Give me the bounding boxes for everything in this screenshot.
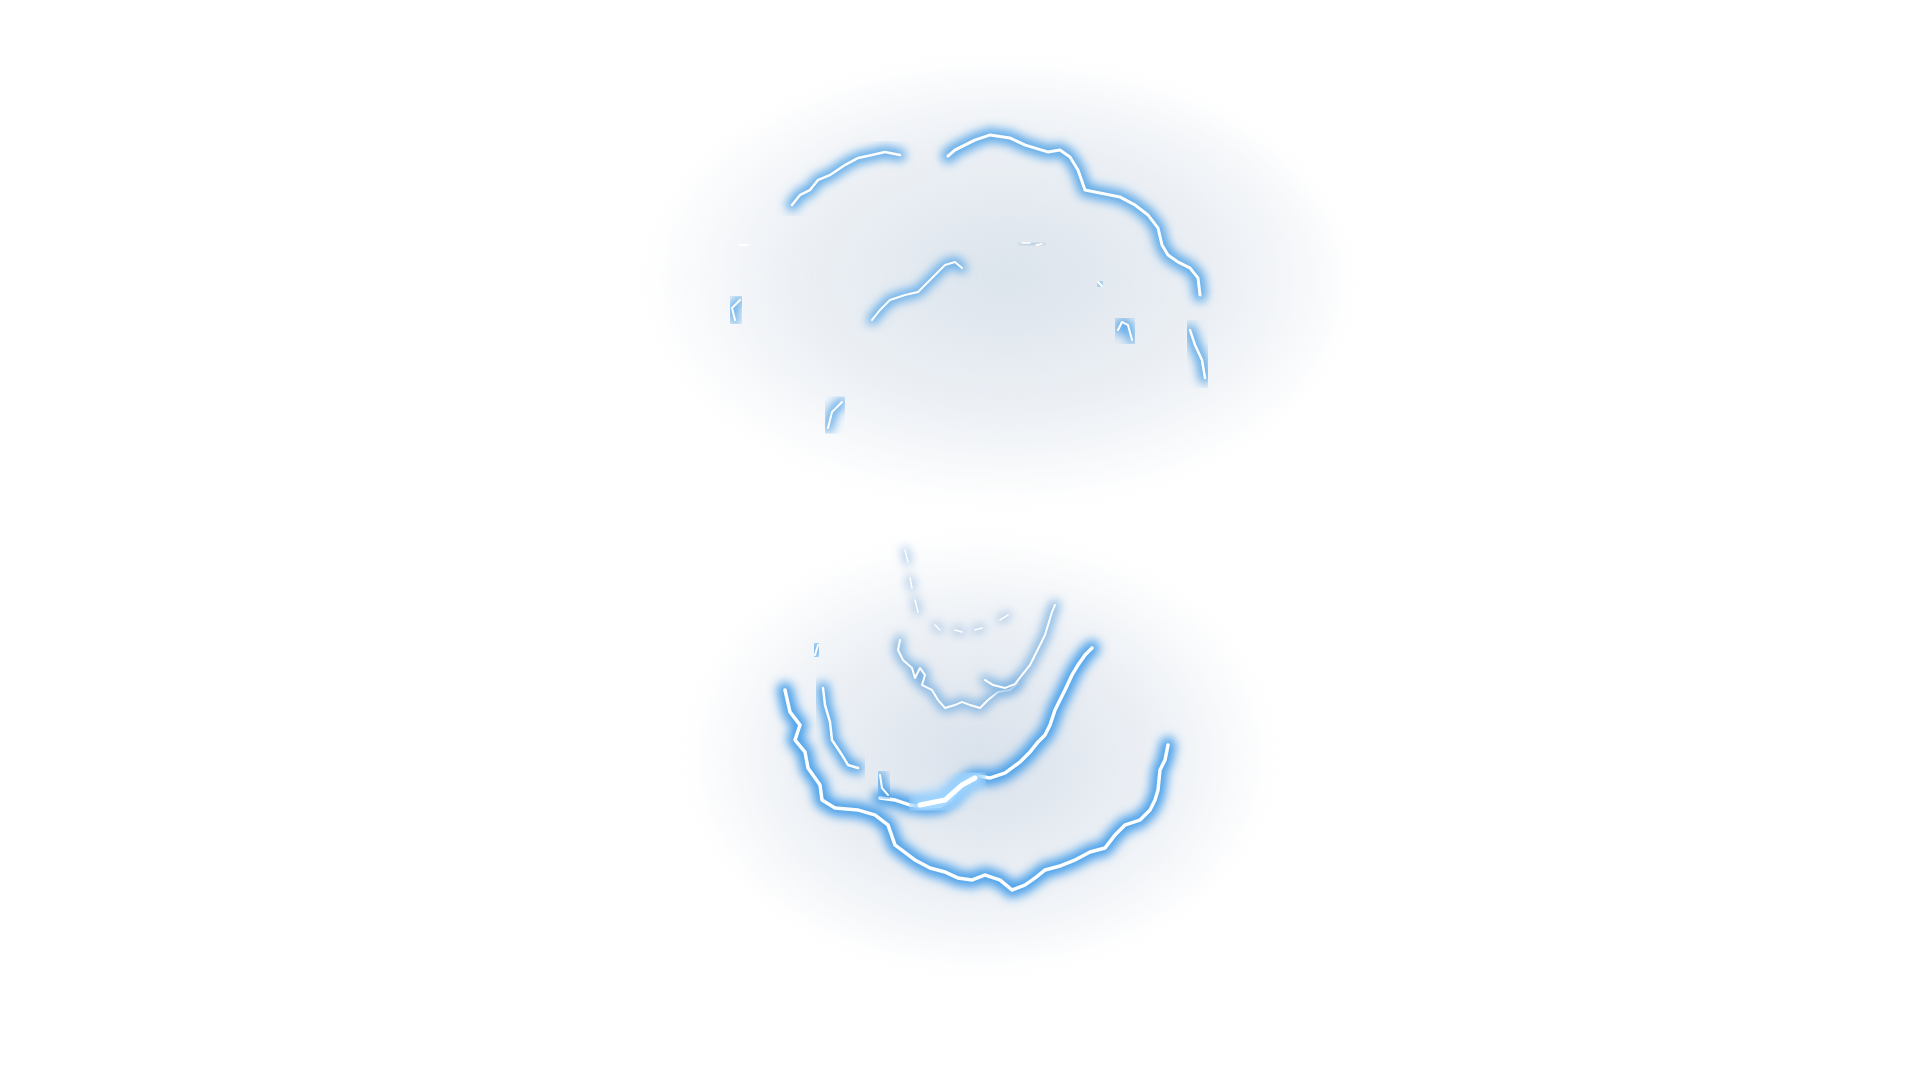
upper-lightning-ring <box>727 128 1211 433</box>
lower-ring-inner-arc <box>893 600 1060 713</box>
upper-ring-inner-arc <box>867 257 967 325</box>
lower-ring-middle-arc <box>872 640 1100 816</box>
upper-ring-fragments <box>727 240 1137 433</box>
lower-ring-left-tail <box>817 682 893 800</box>
upper-ring-right-tail <box>1184 324 1211 384</box>
lower-ring-fragments <box>810 547 1011 660</box>
upper-ring-left-arc <box>786 146 906 211</box>
lower-ring-outer-arc <box>777 682 1176 898</box>
lower-lightning-ring <box>777 547 1176 898</box>
upper-ring-outer-arc <box>941 128 1207 302</box>
